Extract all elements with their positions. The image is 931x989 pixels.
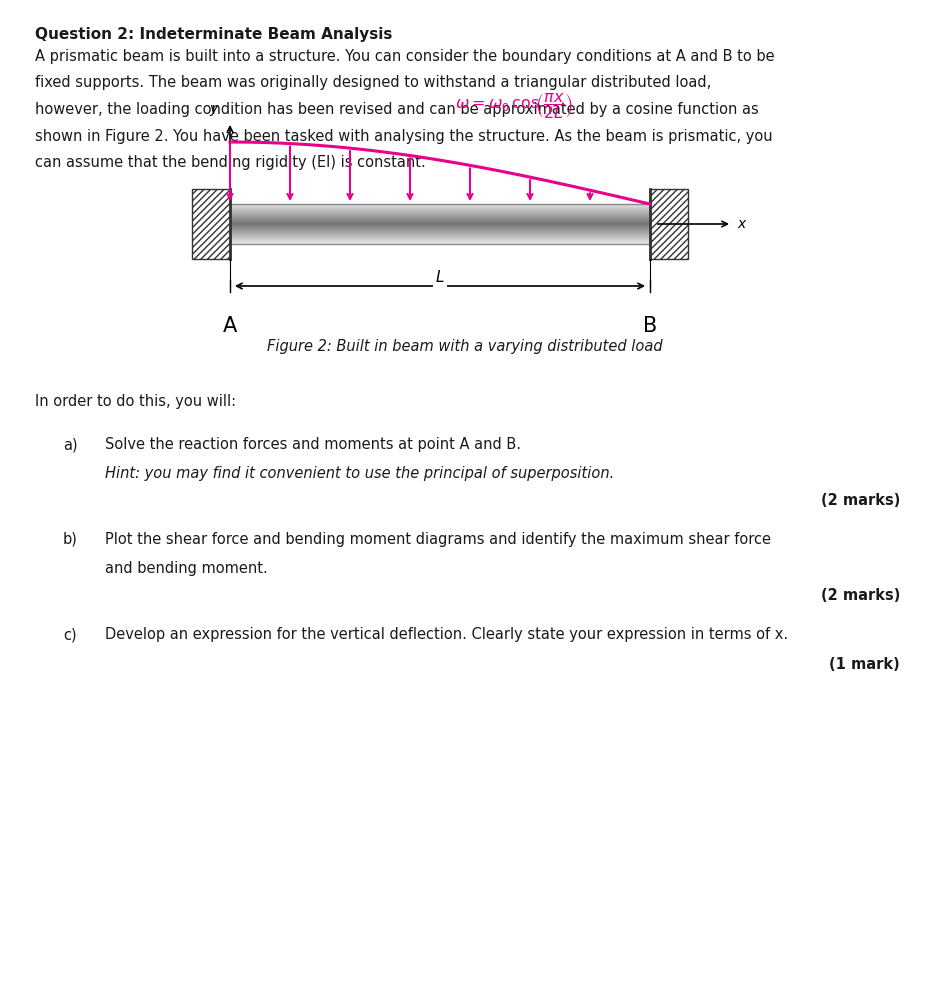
Bar xyxy=(230,222,650,223)
Bar xyxy=(230,240,650,241)
Bar xyxy=(230,215,650,216)
Bar xyxy=(230,227,650,228)
Bar xyxy=(230,213,650,214)
Text: Develop an expression for the vertical deflection. Clearly state your expression: Develop an expression for the vertical d… xyxy=(105,627,789,642)
Bar xyxy=(230,235,650,236)
Bar xyxy=(230,220,650,221)
Text: A prismatic beam is built into a structure. You can consider the boundary condit: A prismatic beam is built into a structu… xyxy=(35,49,775,64)
Bar xyxy=(230,217,650,218)
Bar xyxy=(230,239,650,240)
Bar xyxy=(230,214,650,215)
Bar xyxy=(650,189,688,259)
Bar xyxy=(230,237,650,238)
Text: however, the loading condition has been revised and can be approximated by a cos: however, the loading condition has been … xyxy=(35,102,759,117)
Bar xyxy=(230,226,650,227)
Bar xyxy=(230,208,650,209)
Text: Figure 2: Built in beam with a varying distributed load: Figure 2: Built in beam with a varying d… xyxy=(267,339,663,354)
Bar xyxy=(230,204,650,244)
Text: (1 mark): (1 mark) xyxy=(830,657,900,672)
Bar xyxy=(230,228,650,229)
Bar xyxy=(230,229,650,230)
Bar xyxy=(230,212,650,213)
Bar xyxy=(230,238,650,239)
Bar xyxy=(230,241,650,242)
Bar xyxy=(230,223,650,224)
Bar xyxy=(230,243,650,244)
Bar xyxy=(230,231,650,232)
Bar xyxy=(230,216,650,217)
Bar xyxy=(230,232,650,233)
Text: fixed supports. The beam was originally designed to withstand a triangular distr: fixed supports. The beam was originally … xyxy=(35,75,711,91)
Bar xyxy=(230,211,650,212)
Bar xyxy=(230,224,650,225)
Text: A: A xyxy=(223,316,237,336)
Bar xyxy=(230,225,650,226)
Bar xyxy=(230,221,650,222)
Text: $\omega = \omega_0 \, \mathrm{cos}\!\left(\dfrac{\pi x}{2L}\right)$: $\omega = \omega_0 \, \mathrm{cos}\!\lef… xyxy=(455,91,573,121)
Bar xyxy=(230,206,650,207)
Bar xyxy=(230,219,650,220)
Text: c): c) xyxy=(63,627,76,642)
Bar xyxy=(230,218,650,219)
Bar xyxy=(230,233,650,234)
Bar xyxy=(230,210,650,211)
Bar xyxy=(230,207,650,208)
Bar xyxy=(230,236,650,237)
Text: b): b) xyxy=(63,532,78,547)
Bar xyxy=(230,230,650,231)
Text: $L$: $L$ xyxy=(435,269,445,285)
Text: Question 2: Indeterminate Beam Analysis: Question 2: Indeterminate Beam Analysis xyxy=(35,27,392,42)
Text: a): a) xyxy=(63,437,77,452)
Text: $x$: $x$ xyxy=(737,217,748,231)
Text: shown in Figure 2. You have been tasked with analysing the structure. As the bea: shown in Figure 2. You have been tasked … xyxy=(35,129,773,143)
Text: In order to do this, you will:: In order to do this, you will: xyxy=(35,394,236,409)
Text: (2 marks): (2 marks) xyxy=(820,493,900,508)
Text: $y$: $y$ xyxy=(209,103,220,118)
Text: Plot the shear force and bending moment diagrams and identify the maximum shear : Plot the shear force and bending moment … xyxy=(105,532,771,547)
Text: B: B xyxy=(643,316,657,336)
Bar xyxy=(230,204,650,205)
Text: Solve the reaction forces and moments at point A and B.: Solve the reaction forces and moments at… xyxy=(105,437,521,452)
Text: and bending moment.: and bending moment. xyxy=(105,561,268,576)
Bar xyxy=(192,189,230,259)
Bar xyxy=(230,234,650,235)
Text: Hint: you may find it convenient to use the principal of superposition.: Hint: you may find it convenient to use … xyxy=(105,466,614,481)
Bar xyxy=(230,242,650,243)
Bar xyxy=(230,205,650,206)
Text: can assume that the bending rigidity (EI) is constant.: can assume that the bending rigidity (EI… xyxy=(35,155,425,170)
Bar xyxy=(230,209,650,210)
Text: (2 marks): (2 marks) xyxy=(820,588,900,603)
